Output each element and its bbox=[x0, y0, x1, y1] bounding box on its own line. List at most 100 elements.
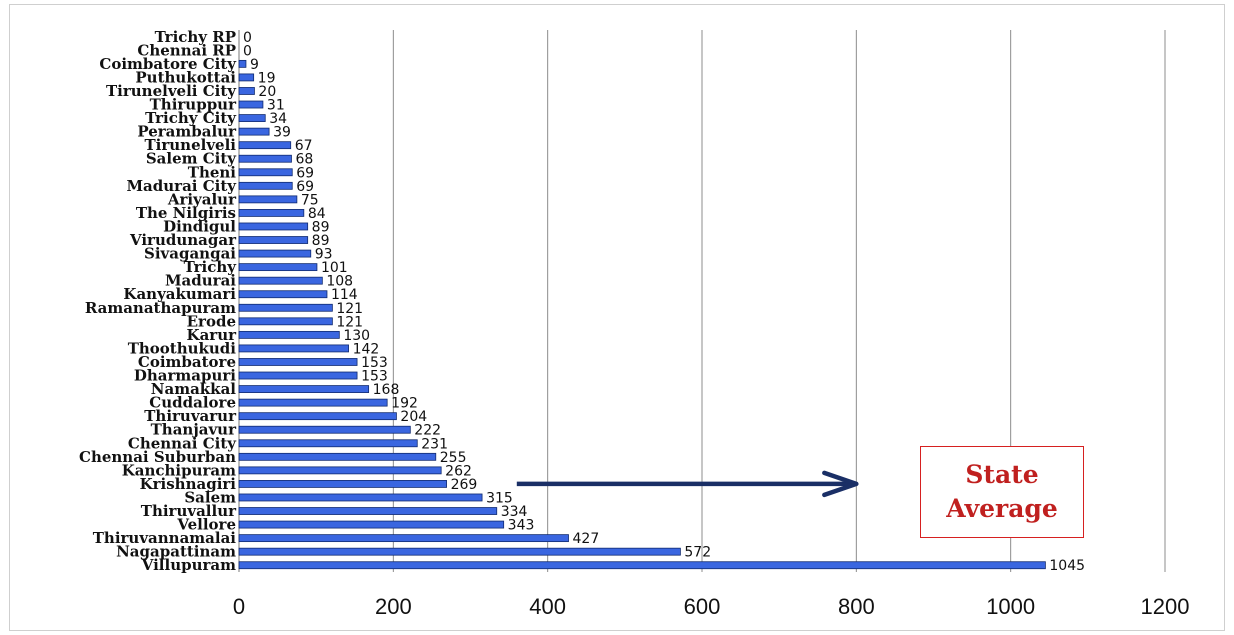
category-label-perambalur: Perambalur bbox=[137, 123, 237, 141]
bar-kanyakumari bbox=[238, 290, 328, 299]
value-label-karur: 130 bbox=[343, 328, 370, 344]
bar-ramanathapuram bbox=[238, 303, 333, 312]
bar-thiruppur bbox=[238, 100, 264, 109]
value-label-virudunagar: 89 bbox=[312, 233, 330, 249]
x-tick-label-800: 800 bbox=[838, 594, 875, 619]
arrow-head bbox=[822, 470, 859, 498]
value-label-the-nilgiris: 84 bbox=[308, 206, 326, 222]
bar-krishnagiri bbox=[238, 480, 447, 488]
category-label-cuddalore: Cuddalore bbox=[149, 394, 236, 412]
bar-vellore bbox=[238, 520, 505, 529]
value-label-chennai-suburban: 255 bbox=[440, 450, 467, 466]
value-label-madurai-city: 69 bbox=[296, 179, 314, 195]
value-label-thiruppur: 31 bbox=[267, 98, 285, 114]
category-label-dharmapuri: Dharmapuri bbox=[134, 367, 236, 385]
value-label-madurai: 108 bbox=[326, 274, 353, 290]
value-label-dindigul: 89 bbox=[312, 219, 330, 235]
state-average-box: State Average bbox=[920, 446, 1084, 538]
value-label-ramanathapuram: 121 bbox=[336, 301, 363, 317]
bar-salem bbox=[238, 493, 483, 502]
x-tick-label-1000: 1000 bbox=[986, 594, 1035, 619]
value-labels: 0091920313439676869697584898993101108114… bbox=[243, 30, 1085, 574]
category-label-puthukottai: Puthukottai bbox=[135, 68, 236, 86]
bar-thiruvarur bbox=[238, 412, 397, 421]
value-label-thiruvallur: 334 bbox=[501, 504, 528, 520]
category-label-villupuram: Villupuram bbox=[141, 556, 236, 574]
category-label-trichy: Trichy bbox=[184, 258, 238, 276]
value-label-coimbatore-city: 9 bbox=[250, 57, 259, 73]
bar-kanchipuram bbox=[238, 466, 442, 475]
x-tick-label-0: 0 bbox=[233, 594, 245, 619]
bar-ariyalur bbox=[238, 195, 298, 204]
bar-the-nilgiris bbox=[238, 209, 305, 217]
category-label-sivagangai: Sivagangai bbox=[144, 245, 236, 263]
value-label-trichy-city: 34 bbox=[269, 111, 287, 127]
x-tick-label-200: 200 bbox=[375, 594, 412, 619]
value-label-kanyakumari: 114 bbox=[331, 287, 358, 303]
value-label-chennai-rp: 0 bbox=[243, 43, 252, 59]
category-label-thanjavur: Thanjavur bbox=[151, 421, 237, 439]
value-label-nagapattinam: 572 bbox=[684, 545, 711, 561]
bar-chennai-suburban bbox=[238, 452, 437, 461]
bar-thiruvallur bbox=[238, 507, 498, 515]
value-label-salem-city: 68 bbox=[295, 152, 313, 168]
category-label-madurai-city: Madurai City bbox=[126, 177, 237, 195]
bar-karur bbox=[238, 330, 340, 339]
category-label-krishnagiri: Krishnagiri bbox=[140, 475, 237, 493]
value-label-erode: 121 bbox=[336, 314, 363, 330]
bar-coimbatore-city bbox=[238, 59, 247, 68]
value-label-thanjavur: 222 bbox=[414, 423, 441, 439]
value-label-coimbatore: 153 bbox=[361, 355, 388, 371]
value-label-puthukottai: 19 bbox=[258, 70, 276, 86]
category-label-salem: Salem bbox=[184, 488, 236, 506]
state-average-arrow bbox=[516, 470, 859, 498]
bar-dharmapuri bbox=[238, 371, 358, 380]
bar-erode bbox=[238, 317, 333, 326]
category-label-kanyakumari: Kanyakumari bbox=[123, 285, 236, 303]
category-label-nagapattinam: Nagapattinam bbox=[116, 543, 236, 561]
category-label-tirunelveli: Tirunelveli bbox=[145, 136, 237, 154]
bar-trichy bbox=[238, 263, 318, 272]
category-label-thiruppur: Thiruppur bbox=[150, 96, 237, 114]
value-label-trichy: 101 bbox=[321, 260, 348, 276]
x-tick-label-1200: 1200 bbox=[1141, 594, 1190, 619]
category-label-thiruvarur: Thiruvarur bbox=[144, 407, 237, 425]
value-label-thiruvarur: 204 bbox=[400, 409, 427, 425]
category-label-vellore: Vellore bbox=[176, 516, 236, 534]
bars bbox=[238, 59, 1046, 570]
bar-villupuram bbox=[238, 561, 1046, 570]
category-label-virudunagar: Virudunagar bbox=[129, 231, 237, 249]
state-average-label: State Average bbox=[946, 460, 1058, 523]
category-label-chennai-city: Chennai City bbox=[128, 434, 237, 452]
x-tick-label-600: 600 bbox=[684, 594, 721, 619]
category-label-the-nilgiris: The Nilgiris bbox=[136, 204, 236, 222]
chart-frame bbox=[9, 4, 1225, 631]
bar-dindigul bbox=[238, 222, 309, 231]
category-label-kanchipuram: Kanchipuram bbox=[122, 461, 236, 479]
category-label-chennai-suburban: Chennai Suburban bbox=[79, 448, 236, 466]
category-label-trichy-rp: Trichy RP bbox=[155, 28, 236, 46]
value-label-chennai-city: 231 bbox=[421, 436, 448, 452]
value-label-dharmapuri: 153 bbox=[361, 369, 388, 385]
category-label-thiruvannamalai: Thiruvannamalai bbox=[93, 529, 237, 547]
bar-tirunelveli-city bbox=[238, 87, 255, 95]
category-label-ramanathapuram: Ramanathapuram bbox=[85, 299, 236, 317]
category-label-coimbatore-city: Coimbatore City bbox=[99, 55, 237, 73]
value-label-thoothukudi: 142 bbox=[353, 341, 380, 357]
value-label-krishnagiri: 269 bbox=[451, 477, 478, 493]
value-label-theni: 69 bbox=[296, 165, 314, 181]
category-label-theni: Theni bbox=[188, 163, 237, 181]
value-label-tirunelveli: 67 bbox=[295, 138, 313, 154]
category-label-madurai: Madurai bbox=[165, 272, 236, 290]
bar-sivagangai bbox=[238, 249, 312, 258]
bar-namakkal bbox=[238, 385, 370, 393]
bar-tirunelveli bbox=[238, 141, 292, 150]
category-label-coimbatore: Coimbatore bbox=[138, 353, 236, 371]
value-label-sivagangai: 93 bbox=[315, 247, 333, 263]
bar-puthukottai bbox=[238, 73, 255, 82]
bar-trichy-city bbox=[238, 114, 266, 122]
value-label-villupuram: 1045 bbox=[1049, 558, 1085, 574]
bar-thiruvannamalai bbox=[238, 534, 569, 543]
